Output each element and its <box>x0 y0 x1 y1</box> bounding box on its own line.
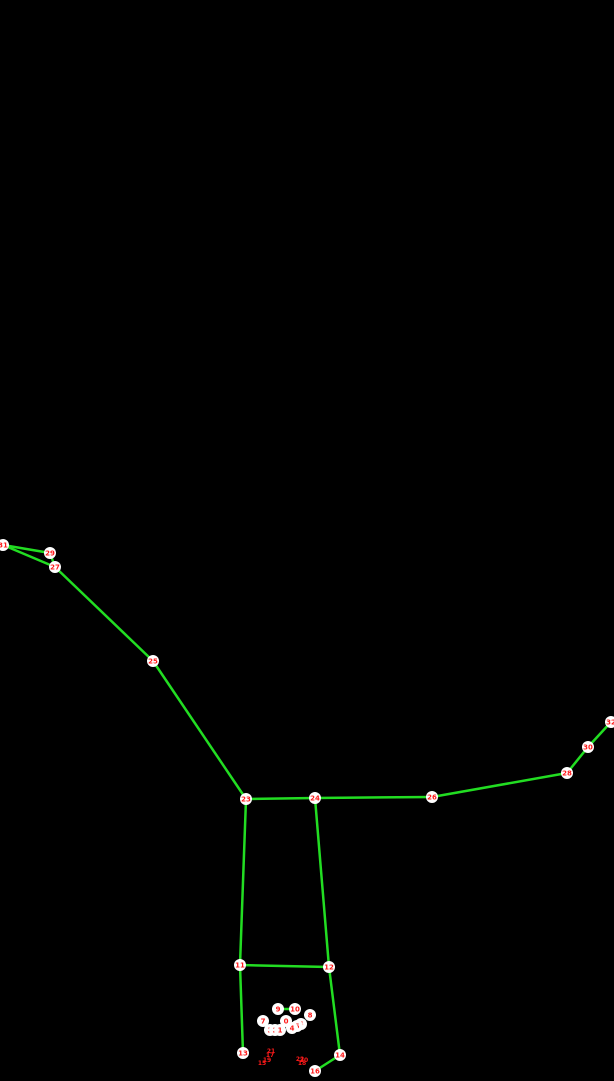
keypoint-marker-31 <box>0 539 9 551</box>
keypoint-label-31: 31 <box>0 542 8 550</box>
keypoint-label-9: 9 <box>276 1006 281 1014</box>
keypoint-10: 10 <box>289 1003 301 1015</box>
keypoint-label-26: 26 <box>427 794 437 802</box>
keypoint-marker-30 <box>582 741 594 753</box>
keypoint-label-15: 15 <box>258 1060 266 1067</box>
keypoint-marker-29 <box>44 547 56 559</box>
keypoint-label-30: 30 <box>583 744 593 752</box>
keypoint-marker-32 <box>605 716 614 728</box>
keypoint-12: 12 <box>323 961 335 973</box>
keypoint-7: 7 <box>257 1015 269 1027</box>
skeleton-edges <box>1 543 613 1073</box>
keypoint-label-27: 27 <box>50 564 60 572</box>
keypoint-label-21: 21 <box>267 1048 275 1055</box>
keypoint-24: 24 <box>309 792 321 804</box>
skeleton-edge-12-14 <box>327 965 342 1057</box>
keypoint-label-0: 0 <box>284 1018 289 1026</box>
keypoint-label-4: 4 <box>290 1025 295 1033</box>
keypoint-30: 30 <box>582 741 594 753</box>
keypoint-marker-1 <box>274 1024 286 1036</box>
skeleton-edge-24-26 <box>313 795 434 800</box>
keypoint-marker-13 <box>237 1047 249 1059</box>
keypoint-label-29: 29 <box>45 550 55 558</box>
skeleton-edge-27-31 <box>1 543 57 569</box>
keypoint-label-12: 12 <box>324 964 334 972</box>
keypoint-marker-14 <box>334 1049 346 1061</box>
keypoint-29: 29 <box>44 547 56 559</box>
keypoint-marker-24 <box>309 792 321 804</box>
skeleton-edge-11-23 <box>238 797 248 967</box>
keypoint-14: 14 <box>334 1049 346 1061</box>
keypoint-32: 32 <box>605 716 614 728</box>
keypoint-marker-8 <box>304 1009 316 1021</box>
skeleton-edge-11-12 <box>238 963 331 969</box>
skeleton-edge-25-27 <box>53 565 155 663</box>
skeleton-edge-23-25 <box>151 659 248 801</box>
keypoint-label-17: 17 <box>266 1052 274 1059</box>
keypoint-label-24: 24 <box>310 795 320 803</box>
keypoint-label-8: 8 <box>308 1012 313 1020</box>
keypoint-label-10: 10 <box>290 1006 300 1014</box>
keypoint-15: 15 <box>258 1060 266 1067</box>
keypoint-label-23: 23 <box>241 796 251 804</box>
keypoint-23: 23 <box>240 793 252 805</box>
keypoint-label-14: 14 <box>335 1052 345 1060</box>
keypoint-label-32: 32 <box>606 719 614 727</box>
keypoint-13: 13 <box>237 1047 249 1059</box>
keypoint-25: 25 <box>147 655 159 667</box>
keypoint-marker-27 <box>49 561 61 573</box>
keypoint-marker-16 <box>309 1065 321 1077</box>
keypoint-19: 19 <box>263 1057 271 1064</box>
skeleton-edge-26-28 <box>430 771 569 799</box>
keypoint-marker-26 <box>426 791 438 803</box>
keypoint-marker-12 <box>323 961 335 973</box>
skeleton-edge-11-13 <box>238 963 245 1055</box>
keypoint-20: 20 <box>300 1057 308 1064</box>
skeleton-edge-12-24 <box>313 796 331 969</box>
skeleton-edge-29-31 <box>1 543 52 555</box>
keypoint-label-28: 28 <box>562 770 572 778</box>
keypoint-8: 8 <box>304 1009 316 1021</box>
keypoint-marker-9 <box>272 1003 284 1015</box>
keypoint-9: 9 <box>272 1003 284 1015</box>
keypoint-31: 31 <box>0 539 9 551</box>
keypoint-17: 17 <box>266 1052 274 1059</box>
keypoint-21: 21 <box>267 1048 275 1055</box>
keypoint-marker-0 <box>280 1015 292 1027</box>
keypoint-27: 27 <box>49 561 61 573</box>
keypoint-label-22: 22 <box>296 1056 304 1063</box>
keypoint-18: 18 <box>298 1060 306 1067</box>
keypoint-label-20: 20 <box>300 1057 308 1064</box>
keypoint-16: 16 <box>309 1065 321 1077</box>
keypoint-marker-7 <box>257 1015 269 1027</box>
keypoint-marker-25 <box>147 655 159 667</box>
keypoint-marker-28 <box>561 767 573 779</box>
keypoint-11: 11 <box>234 959 246 971</box>
keypoint-label-16: 16 <box>310 1068 320 1076</box>
keypoint-label-19: 19 <box>263 1057 271 1064</box>
keypoint-22: 22 <box>296 1056 304 1063</box>
keypoint-label-13: 13 <box>238 1050 248 1058</box>
keypoint-28: 28 <box>561 767 573 779</box>
keypoint-label-25: 25 <box>148 658 158 666</box>
keypoint-label-11: 11 <box>235 962 245 970</box>
keypoint-label-7: 7 <box>261 1018 266 1026</box>
keypoint-marker-10 <box>289 1003 301 1015</box>
keypoint-0: 0 <box>280 1015 292 1027</box>
keypoint-26: 26 <box>426 791 438 803</box>
keypoint-marker-11 <box>234 959 246 971</box>
keypoint-1: 1 <box>274 1024 286 1036</box>
keypoint-label-1: 1 <box>278 1027 283 1035</box>
keypoint-label-18: 18 <box>298 1060 306 1067</box>
skeleton-edge-23-24 <box>244 796 317 801</box>
keypoint-marker-23 <box>240 793 252 805</box>
